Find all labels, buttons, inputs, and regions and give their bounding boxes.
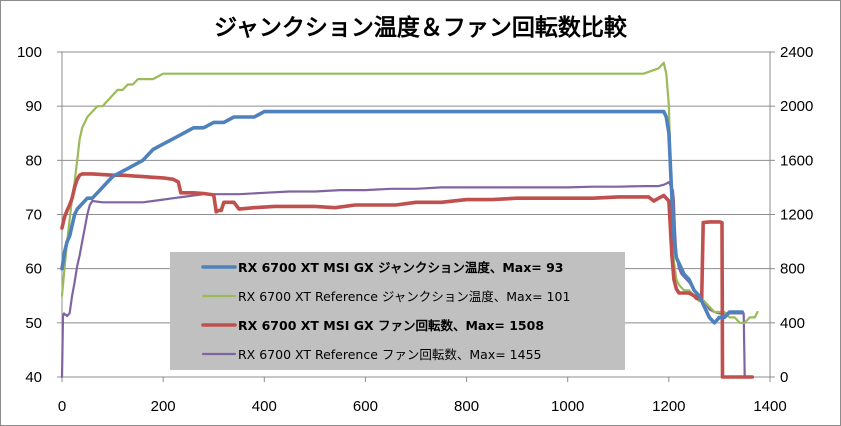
legend-label: RX 6700 XT Reference ファン回転数、Max= 1455 (238, 347, 541, 362)
y-right-tick-label: 1200 (780, 207, 813, 224)
legend-box (170, 252, 625, 370)
y-right-tick-label: 0 (780, 369, 788, 386)
x-tick-label: 800 (454, 398, 479, 415)
legend-label: RX 6700 XT MSI GX ファン回転数、Max= 1508 (238, 318, 544, 333)
x-tick-label: 1200 (652, 398, 685, 415)
chart-title: ジャンクション温度＆ファン回転数比較 (214, 15, 627, 41)
x-tick-label: 0 (58, 398, 66, 415)
x-tick-label: 1000 (551, 398, 584, 415)
y-left-tick-label: 70 (25, 207, 42, 224)
y-left-tick-label: 60 (25, 261, 42, 278)
legend-label: RX 6700 XT MSI GX ジャンクション温度、Max= 93 (238, 260, 564, 275)
y-right-tick-label: 400 (780, 315, 805, 332)
series-line-3 (60, 172, 755, 379)
y-right-tick-label: 1600 (780, 152, 813, 169)
x-tick-label: 600 (353, 398, 378, 415)
x-tick-label: 1400 (753, 398, 786, 415)
y-left-tick-label: 90 (25, 98, 42, 115)
y-right-tick-label: 800 (780, 261, 805, 278)
y-left-tick-label: 80 (25, 152, 42, 169)
series-line-1 (60, 109, 744, 325)
x-tick-label: 200 (151, 398, 176, 415)
y-right-tick-label: 2400 (780, 44, 813, 61)
x-tick-label: 400 (252, 398, 277, 415)
y-right-tick-label: 2000 (780, 98, 813, 115)
y-left-tick-label: 100 (17, 44, 42, 61)
legend-label: RX 6700 XT Reference ジャンクション温度、Max= 101 (238, 289, 570, 304)
y-left-tick-label: 40 (25, 369, 42, 386)
y-left-tick-label: 50 (25, 315, 42, 332)
